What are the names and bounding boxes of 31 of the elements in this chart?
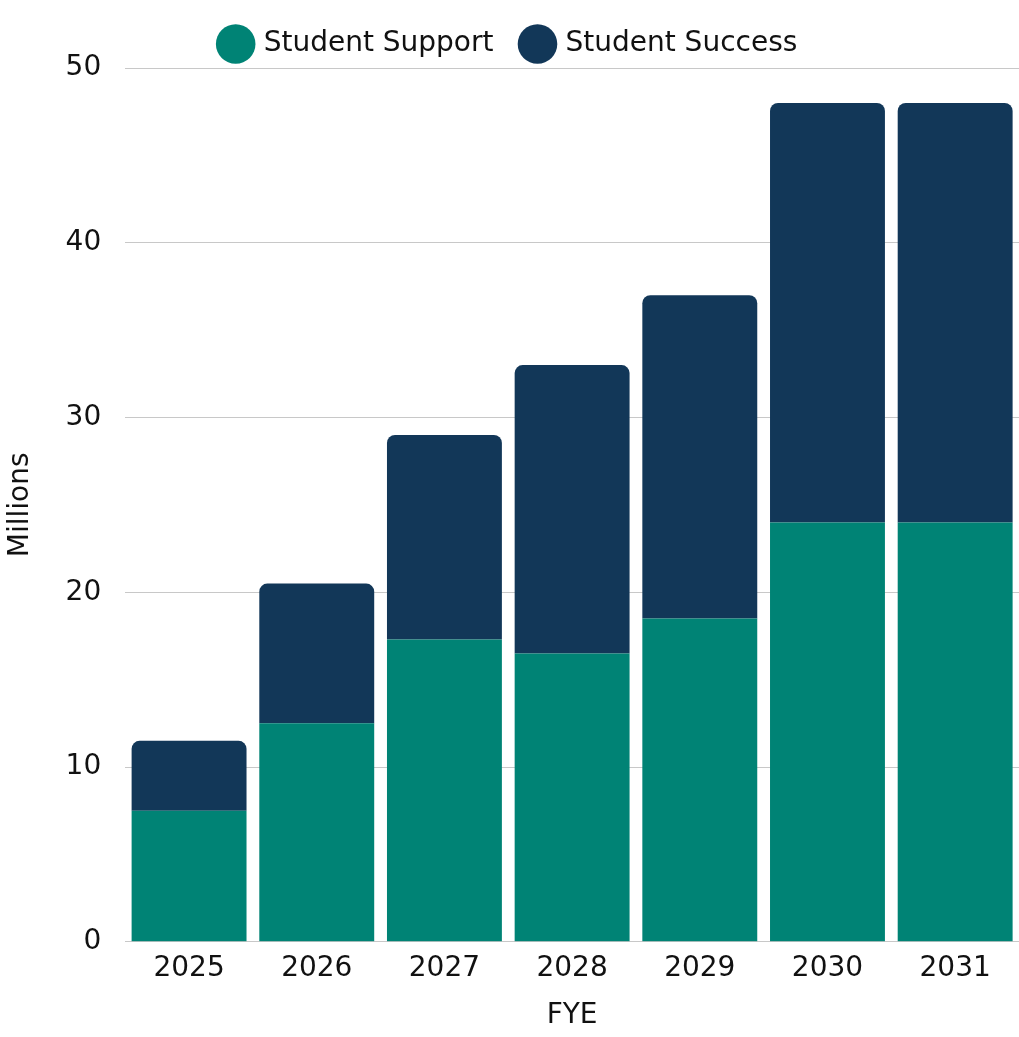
x-tick-label: 2030 xyxy=(791,949,864,983)
bar xyxy=(642,295,758,619)
y-tick-label: 40 xyxy=(65,224,102,258)
y-tick-label: 50 xyxy=(65,49,102,83)
bar xyxy=(259,583,375,724)
bar xyxy=(770,522,885,942)
x-tick-label: 2025 xyxy=(153,949,225,983)
x-tick-label: 2029 xyxy=(664,949,736,983)
legend-label: Student Success xyxy=(565,25,798,59)
bar xyxy=(514,365,630,654)
bar xyxy=(386,639,502,942)
y-axis-title: Millions xyxy=(2,452,36,558)
y-tick-label: 30 xyxy=(65,398,102,432)
bar xyxy=(770,102,885,523)
y-tick-label: 0 xyxy=(83,923,102,957)
x-tick-label: 2027 xyxy=(408,949,481,983)
bar xyxy=(386,435,502,640)
bar xyxy=(131,740,247,811)
y-tick-label: 20 xyxy=(65,573,102,607)
bar xyxy=(897,102,1013,523)
x-axis-title: FYE xyxy=(546,997,598,1031)
bar xyxy=(897,522,1013,942)
bar xyxy=(514,653,630,942)
bar xyxy=(642,618,758,942)
bar xyxy=(131,810,247,942)
x-tick-label: 2031 xyxy=(919,949,991,983)
x-tick-label: 2026 xyxy=(281,949,353,983)
legend-label: Student Support xyxy=(263,25,494,59)
bar xyxy=(259,723,375,942)
y-tick-label: 10 xyxy=(65,748,102,782)
x-tick-label: 2028 xyxy=(536,949,608,983)
